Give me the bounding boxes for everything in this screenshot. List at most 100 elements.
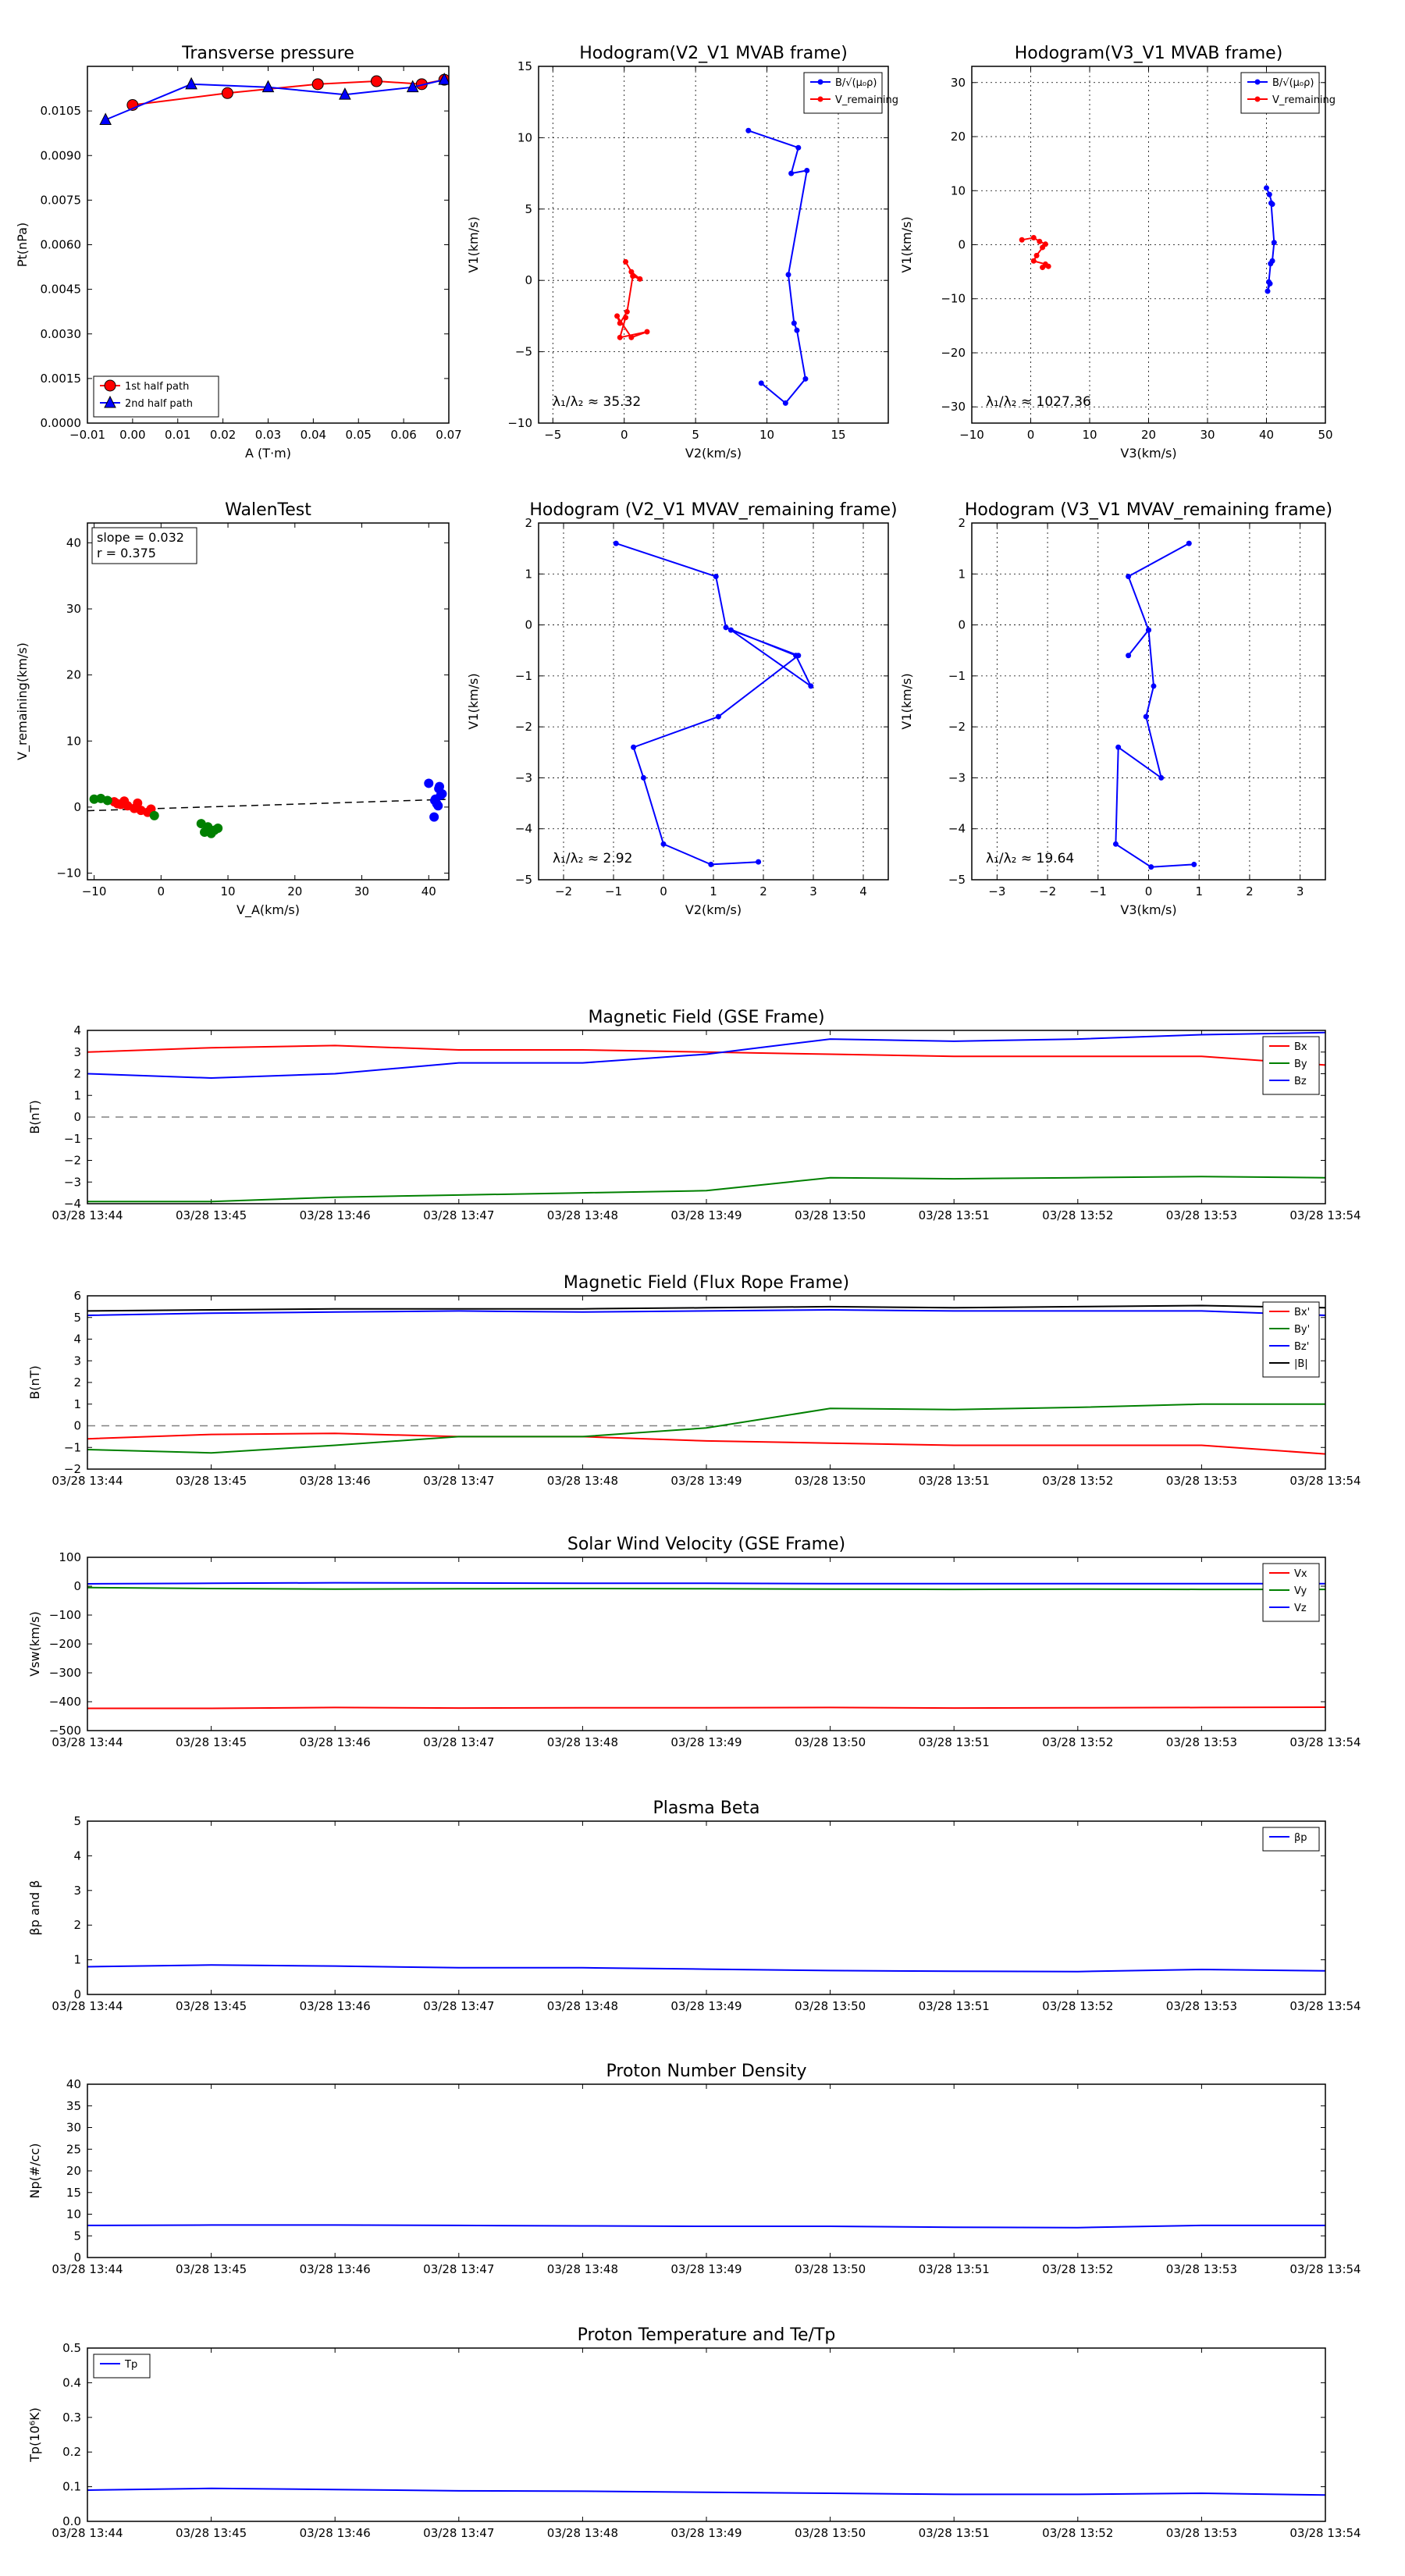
series-line [87,1304,1325,1312]
x-tick-label: 03/28 13:44 [52,1999,123,2013]
y-axis-label: V1(km/s) [466,216,481,272]
x-tick-label: 40 [1259,428,1274,442]
data-layer [87,1964,1325,1973]
x-tick-label: 03/28 13:49 [670,1474,742,1488]
x-tick-label: 03/28 13:46 [300,2262,371,2276]
x-tick-label: 03/28 13:50 [795,2526,866,2540]
legend-box [1262,1827,1320,1852]
y-axis-label: V1(km/s) [466,673,481,729]
x-axis-label: V_A(km/s) [237,902,300,918]
data-point [1254,96,1261,102]
legend-label: Vx [1294,1568,1307,1580]
y-tick-label: 0.3 [62,2411,81,2425]
data-point [640,774,646,781]
x-tick-label: 0 [1027,428,1035,442]
plot-frame [87,1820,1326,1995]
y-tick-label: 30 [951,76,966,90]
x-tick-label: 03/28 13:54 [1289,2262,1361,2276]
plot-area [539,66,888,423]
data-point [1271,240,1277,246]
y-tick-label: 3 [73,1354,81,1368]
legend-box [1262,1301,1320,1378]
x-tick-label: 03/28 13:52 [1042,1208,1113,1222]
x-axis-label: A (T·m) [245,446,291,461]
x-tick-label: 3 [1297,884,1304,898]
legend: B/√(μ₀ρ) V_remaining [803,72,898,114]
x-tick-label: 15 [831,428,845,442]
legend: Bx' By' Bz' |B| [1262,1301,1320,1378]
x-axis-label: V2(km/s) [685,902,742,917]
data-point [713,574,719,580]
plot-frame [971,66,1326,424]
data-point [1268,200,1275,206]
chart-tp: 03/28 13:44 03/28 13:45 03/28 13:46 03/28 1… [27,2325,1361,2540]
eigenvalue-ratio-label: λ₁/λ₂ ≈ 19.64 [986,851,1074,866]
plot-area [87,523,449,880]
data-point [624,308,630,315]
y-tick-label: −1 [948,669,966,683]
x-tick-label: 03/28 13:51 [919,2262,990,2276]
x-tick-label: −1 [1090,884,1107,898]
data-point [1191,861,1197,867]
y-tick-label: −1 [64,1132,81,1146]
data-point [817,79,823,85]
series-line [87,1582,1325,1585]
y-tick-label: 15 [518,59,532,73]
y-tick-label: 0.0060 [41,238,82,252]
x-tick-label: 03/28 13:48 [547,1735,618,1749]
x-tick-label: 5 [692,428,699,442]
series-line [87,1308,1325,1316]
series-line [1265,187,1275,292]
legend: βp [1262,1827,1320,1852]
x-tick-label: −3 [988,884,1005,898]
x-tick-label: 0.03 [255,428,281,442]
series-line [87,1031,1325,1080]
y-tick-label: 15 [66,2186,81,2200]
data-point [185,76,197,90]
data-point [1158,774,1165,781]
x-tick-label: 03/28 13:48 [547,1474,618,1488]
x-tick-label: 03/28 13:45 [176,2262,247,2276]
x-tick-label: 0.00 [119,428,145,442]
x-tick-label: 0.01 [165,428,190,442]
data-point [1151,683,1157,689]
series-line [105,79,445,121]
y-tick-label: −10 [56,866,81,881]
plot-area [87,66,449,423]
chart-title: Magnetic Field (Flux Rope Frame) [564,1273,849,1293]
x-tick-label: −5 [544,428,561,442]
x-tick-label: 0 [158,884,165,898]
x-tick-label: 03/28 13:45 [176,1474,247,1488]
y-axis-label: Pt(nPa) [15,222,30,267]
y-axis-label: V1(km/s) [899,216,914,272]
x-tick-label: 0.05 [346,428,372,442]
y-tick-label: 0.2 [62,2445,81,2459]
y-tick-label: 5 [73,1814,81,1828]
x-tick-label: 0 [621,428,628,442]
x-tick-label: −10 [82,884,107,898]
data-layer [87,1304,1325,1455]
y-tick-label: 0.0045 [41,283,82,297]
x-tick-label: 03/28 13:49 [670,1999,742,2013]
x-tick-label: 03/28 13:50 [795,1999,866,2013]
data-point [1267,280,1273,286]
data-point [617,320,623,326]
data-point [1030,234,1037,240]
legend-label: Vz [1294,1603,1307,1614]
x-tick-label: 03/28 13:50 [795,1208,866,1222]
data-point [133,798,143,808]
y-tick-label: −5 [515,345,532,359]
x-tick-label: 03/28 13:46 [300,1999,371,2013]
chart-h_mvab_v3: −10 0 10 20 30 40 50 −30 −20 −10 0 10 20 30 Hodogram(V… [899,44,1336,461]
eigenvalue-ratio-label: λ₁/λ₂ ≈ 35.32 [553,394,641,410]
chart-title: Hodogram(V2_V1 MVAB frame) [579,44,848,63]
data-point [370,75,382,87]
y-tick-label: 0.0000 [41,416,82,430]
legend-label: βp [1294,1832,1307,1844]
data-point [1033,252,1040,258]
x-tick-label: 03/28 13:53 [1166,1208,1237,1222]
x-tick-label: 03/28 13:45 [176,1999,247,2013]
legend: Tp [93,2354,151,2379]
legend-box [1240,72,1320,114]
y-tick-label: −2 [948,720,966,734]
